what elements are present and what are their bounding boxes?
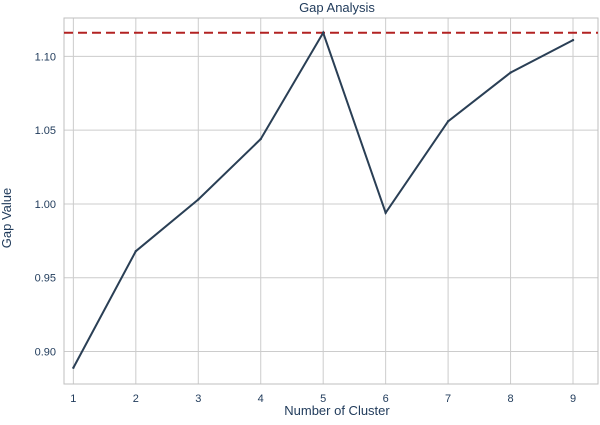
x-tick-label: 2 [133, 393, 139, 405]
plot-border [63, 17, 599, 385]
gap-value-point [446, 120, 450, 123]
gap-value-point [571, 38, 575, 42]
gap-value-point [197, 198, 200, 201]
x-axis-label: Number of Cluster [284, 403, 390, 418]
y-tick-label: 1.05 [35, 125, 56, 137]
plot-frame [63, 17, 599, 385]
x-tick-label: 4 [258, 393, 264, 405]
x-tick-label: 3 [195, 393, 201, 405]
gap-value-point [72, 366, 75, 369]
tick-labels: 1 2 3 4 5 6 7 8 9 0.90 0.95 1.00 1.05 1.10 [35, 51, 577, 405]
gap-value-point [259, 137, 262, 141]
series-layer [72, 30, 575, 369]
x-tick-label: 6 [383, 393, 389, 405]
gap-value-point [321, 31, 325, 34]
gap-value-point [134, 249, 138, 253]
y-tick-label: 0.90 [35, 347, 56, 359]
x-tick-label: 8 [507, 393, 513, 405]
x-tick-label: 1 [70, 393, 76, 405]
y-tick-label: 1.00 [35, 199, 56, 211]
x-tick-label: 9 [570, 393, 576, 405]
x-tick-label: 5 [320, 393, 326, 405]
y-tick-label: 1.10 [35, 51, 56, 63]
grid [64, 18, 598, 384]
gap-value-point [384, 211, 387, 215]
y-tick-label: 0.95 [35, 273, 56, 285]
x-tick-label: 7 [445, 393, 451, 405]
chart-title: Gap Analysis [299, 0, 375, 15]
y-axis-label: Gap Value [0, 188, 14, 248]
gap-value-point [509, 71, 512, 74]
